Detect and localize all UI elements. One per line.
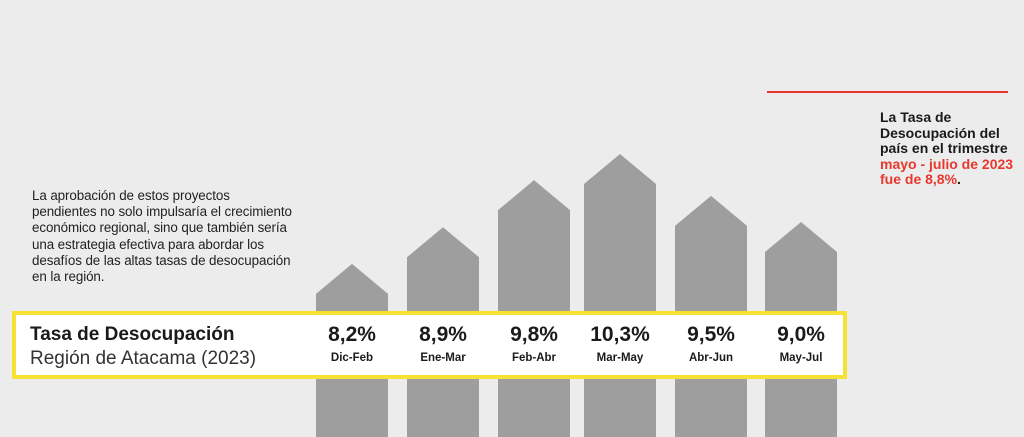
note-end: . — [957, 171, 961, 187]
note-highlight: mayo - julio de 2023 fue de 8,8% — [880, 155, 1014, 187]
bar-Feb-Abr — [498, 180, 570, 437]
chart-subtitle: Región de Atacama (2023) — [30, 348, 257, 369]
chart-title: Tasa de Desocupación — [30, 324, 235, 345]
context-paragraph: La aprobación de estos proyectos pendien… — [32, 188, 292, 285]
note-text: La Tasa de Desocupación del país en el t… — [880, 109, 1008, 156]
bar-Mar-May — [584, 154, 656, 437]
value-cell: 8,9% Ene-Mar — [398, 323, 488, 365]
national-rate-note: La Tasa de Desocupación del país en el t… — [880, 109, 1020, 188]
period-label: May-Jul — [779, 352, 823, 364]
value-cell: 9,5% Abr-Jun — [666, 323, 756, 365]
value-label: 9,0% — [777, 323, 825, 346]
rates-table: Tasa de Desocupación Región de Atacama (… — [12, 311, 847, 379]
value-label: 8,2% — [328, 323, 376, 346]
bars-group — [316, 154, 837, 437]
period-label: Mar-May — [596, 352, 644, 364]
value-cell: 8,2% Dic-Feb — [307, 323, 397, 365]
value-cell: 9,8% Feb-Abr — [489, 323, 579, 365]
value-label: 9,5% — [687, 323, 735, 346]
value-label: 9,8% — [510, 323, 558, 346]
period-label: Dic-Feb — [330, 352, 374, 364]
period-label: Ene-Mar — [420, 352, 466, 364]
value-cell: 9,0% May-Jul — [756, 323, 846, 365]
value-cell: 10,3% Mar-May — [575, 323, 665, 365]
value-label: 8,9% — [419, 323, 467, 346]
period-label: Abr-Jun — [688, 352, 734, 364]
period-label: Feb-Abr — [511, 352, 557, 364]
value-label: 10,3% — [590, 323, 650, 346]
